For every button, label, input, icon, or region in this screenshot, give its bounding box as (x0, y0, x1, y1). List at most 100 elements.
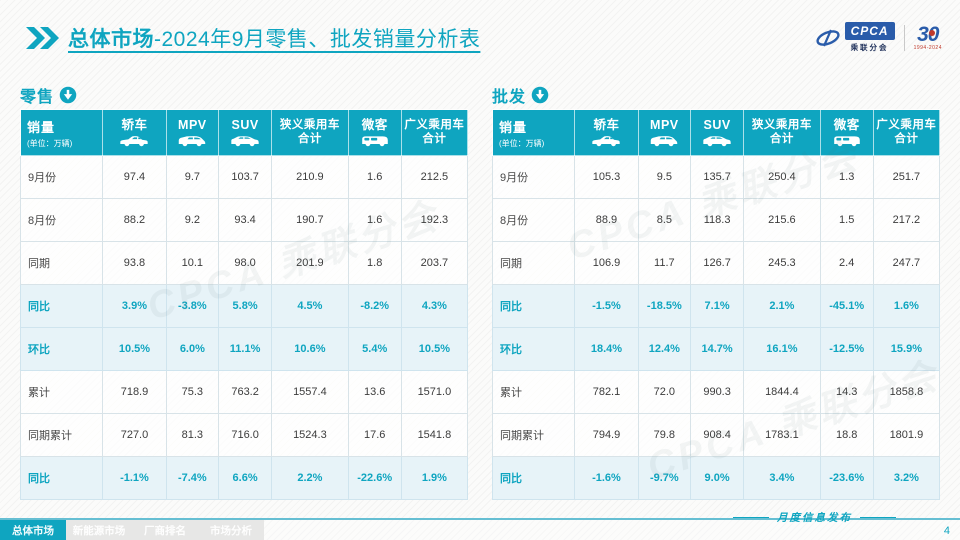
table-cell: -9.7% (637, 456, 692, 500)
table-cell: 1.3 (819, 155, 874, 199)
table-row: 同比 -1.5% -18.5% 7.1% 2.1% -45.1% 1.6% (491, 284, 941, 328)
table-cell: 1.8 (347, 241, 402, 285)
table-row: 同期累计 727.0 81.3 716.0 1524.3 17.6 1541.8 (19, 413, 469, 457)
table-cell: 10.6% (271, 327, 349, 371)
table-cell: 106.9 (574, 241, 639, 285)
table-cell: 6.0% (165, 327, 220, 371)
table-row: 8月份 88.2 9.2 93.4 190.7 1.6 192.3 (19, 198, 469, 242)
table-cell: 1.5 (819, 198, 874, 242)
table-cell: -23.6% (819, 456, 874, 500)
table-cell: 215.6 (743, 198, 821, 242)
table-cell: -45.1% (819, 284, 874, 328)
column-header: 狭义乘用车 合计 (271, 109, 349, 156)
column-header: 广义乘用车 合计 (400, 109, 469, 156)
table-cell: 2.2% (271, 456, 349, 500)
table-cell: 9.7 (165, 155, 220, 199)
table-cell: 10.5% (400, 327, 469, 371)
page-title: 总体市场-2024年9月零售、批发销量分析表 (68, 23, 480, 53)
row-label: 9月份 (19, 155, 104, 199)
footer-tab-3[interactable]: 厂商排名 (132, 520, 198, 540)
table-cell: 97.4 (102, 155, 167, 199)
table-cell: 3.4% (743, 456, 821, 500)
table-row: 环比 10.5% 6.0% 11.1% 10.6% 5.4% 10.5% (19, 327, 469, 371)
column-header: 微客 (347, 109, 402, 156)
table-cell: 203.7 (400, 241, 469, 285)
table-cell: 14.3 (819, 370, 874, 414)
wholesale-table: 销量 (单位：万辆) 轿车 MPV SUV 狭义乘用车 合计 微客 广义乘用车 合计 9月份 105.… (491, 109, 941, 500)
retail-section: 零售 销量 (单位：万辆) 轿车 MPV SUV 狭义乘用车 合计 微客 广义乘用车 合计 9月份 9… (19, 82, 469, 500)
table-cell: 201.9 (271, 241, 349, 285)
footer-tab-2[interactable]: 新能源市场 (66, 520, 132, 540)
table-cell: 17.6 (347, 413, 402, 457)
table-cell: 3.9% (102, 284, 167, 328)
title-rest: -2024年9月零售、批发销量分析表 (154, 27, 481, 51)
footer-tab-4[interactable]: 市场分析 (198, 520, 264, 540)
table-cell: 15.9% (872, 327, 941, 371)
retail-label: 零售 (20, 88, 55, 106)
column-header: MPV (165, 109, 220, 156)
table-row: 9月份 97.4 9.7 103.7 210.9 1.6 212.5 (19, 155, 469, 199)
table-cell: 192.3 (400, 198, 469, 242)
row-label: 同比 (19, 456, 104, 500)
row-label: 9月份 (491, 155, 576, 199)
column-header: SUV (217, 109, 273, 156)
title-main: 总体市场 (68, 27, 154, 51)
table-cell: 93.4 (217, 198, 273, 242)
table-cell: 4.3% (400, 284, 469, 328)
table-cell: 18.8 (819, 413, 874, 457)
table-cell: 14.7% (689, 327, 745, 371)
table-cell: -7.4% (165, 456, 220, 500)
table-cell: 1571.0 (400, 370, 469, 414)
table-cell: -8.2% (347, 284, 402, 328)
table-cell: 105.3 (574, 155, 639, 199)
table-cell: 1.6% (872, 284, 941, 328)
title-bar: 总体市场-2024年9月零售、批发销量分析表 CPCA 乘联分会 30 1994… (25, 22, 942, 53)
retail-table: 销量 (单位：万辆) 轿车 MPV SUV 狭义乘用车 合计 微客 广义乘用车 合计 9月份 97.4… (19, 109, 469, 500)
table-cell: 247.7 (872, 241, 941, 285)
table-cell: 716.0 (217, 413, 273, 457)
sedan-car-icon (104, 134, 164, 147)
microvan-icon (822, 134, 872, 147)
table-cell: 1.6 (347, 155, 402, 199)
table-cell: 1844.4 (743, 370, 821, 414)
suv-car-icon (220, 134, 270, 147)
table-cell: 1524.3 (271, 413, 349, 457)
table-cell: 217.2 (872, 198, 941, 242)
header-row: 销量 (单位：万辆) 轿车 MPV SUV 狭义乘用车 合计 微客 广义乘用车 合计 (19, 109, 469, 156)
table-row: 8月份 88.9 8.5 118.3 215.6 1.5 217.2 (491, 198, 941, 242)
anniversary-number: 30 (917, 23, 939, 46)
table-cell: 11.1% (217, 327, 273, 371)
table-cell: 718.9 (102, 370, 167, 414)
table-cell: 88.9 (574, 198, 639, 242)
row-label: 8月份 (19, 198, 104, 242)
table-cell: 135.7 (689, 155, 745, 199)
microvan-icon (350, 134, 400, 147)
table-cell: 2.4 (819, 241, 874, 285)
table-cell: 9.0% (689, 456, 745, 500)
table-cell: 908.4 (689, 413, 745, 457)
cpca-acronym: CPCA (844, 22, 895, 40)
footer-tab-1[interactable]: 总体市场 (0, 520, 66, 540)
logo-divider (903, 24, 905, 51)
table-cell: 794.9 (574, 413, 639, 457)
column-header: SUV (689, 109, 745, 156)
tables-area: 零售 销量 (单位：万辆) 轿车 MPV SUV 狭义乘用车 合计 微客 广义乘用车 合计 9月份 9… (19, 82, 941, 500)
suv-car-icon (692, 134, 742, 147)
table-cell: 210.9 (271, 155, 349, 199)
table-cell: 190.7 (271, 198, 349, 242)
table-cell: -1.6% (574, 456, 639, 500)
table-row: 同期累计 794.9 79.8 908.4 1783.1 18.8 1801.9 (491, 413, 941, 457)
retail-section-header: 零售 (20, 82, 468, 107)
table-row: 同比 -1.1% -7.4% 6.6% 2.2% -22.6% 1.9% (19, 456, 469, 500)
table-row: 同比 3.9% -3.8% 5.8% 4.5% -8.2% 4.3% (19, 284, 469, 328)
row-label: 同期累计 (19, 413, 104, 457)
mpv-car-icon (640, 134, 689, 147)
column-header: 微客 (819, 109, 874, 156)
table-cell: 2.1% (743, 284, 821, 328)
column-header: 轿车 (102, 109, 167, 156)
table-cell: 118.3 (689, 198, 745, 242)
down-arrow-badge-icon (531, 86, 549, 104)
cpca-logo: CPCA 乘联分会 (815, 22, 895, 53)
table-cell: 72.0 (637, 370, 692, 414)
